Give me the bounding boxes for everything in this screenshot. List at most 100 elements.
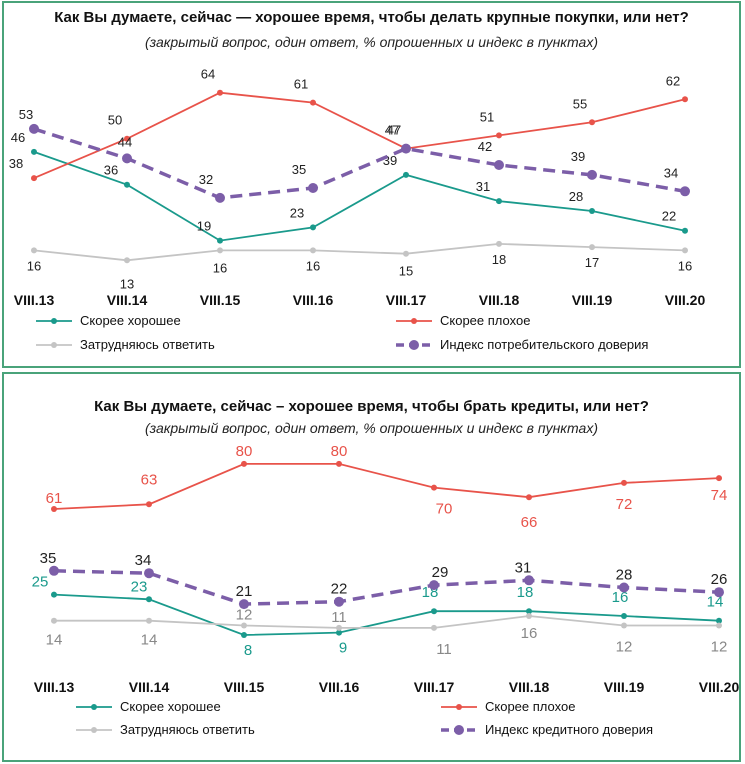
data-label: 16 bbox=[521, 625, 538, 642]
data-label: 66 bbox=[521, 514, 538, 531]
data-point-затрудняюсь-ответить bbox=[31, 247, 37, 254]
legend-marker bbox=[51, 342, 57, 348]
data-label: 14 bbox=[707, 594, 724, 611]
data-label: 28 bbox=[616, 567, 633, 584]
data-label: 39 bbox=[383, 153, 397, 168]
x-tick-label: VIII.17 bbox=[414, 679, 455, 695]
data-label: 50 bbox=[108, 113, 122, 128]
legend-marker bbox=[91, 727, 97, 733]
data-label: 62 bbox=[666, 73, 680, 88]
data-label: 64 bbox=[201, 67, 215, 82]
legend-marker bbox=[51, 318, 57, 324]
data-point-скорее-плохое bbox=[589, 119, 595, 126]
x-tick-label: VIII.13 bbox=[14, 292, 55, 308]
data-label: 14 bbox=[141, 632, 158, 649]
data-label: 44 bbox=[118, 134, 132, 149]
data-point-скорее-плохое bbox=[496, 132, 502, 139]
data-point-скорее-хорошее bbox=[621, 613, 627, 619]
data-point-затрудняюсь-ответить bbox=[716, 622, 722, 629]
data-point-скорее-хорошее bbox=[716, 617, 722, 624]
data-point-затрудняюсь-ответить bbox=[431, 624, 437, 631]
data-point-индекс-потребительского-доверия bbox=[215, 192, 225, 203]
data-label: 18 bbox=[517, 584, 534, 601]
x-tick-label: VIII.20 bbox=[699, 679, 740, 695]
data-label: 8 bbox=[244, 642, 252, 659]
legend-label: Индекс потребительского доверия bbox=[440, 337, 648, 352]
data-point-скорее-плохое bbox=[621, 479, 627, 486]
data-label: 26 bbox=[711, 571, 728, 588]
data-label: 12 bbox=[616, 639, 633, 656]
series-line-скорее-хорошее bbox=[33, 151, 686, 242]
data-label: 80 bbox=[331, 443, 348, 460]
data-point-затрудняюсь-ответить bbox=[241, 622, 247, 629]
data-label: 61 bbox=[294, 77, 308, 92]
data-point-скорее-плохое bbox=[716, 475, 722, 482]
data-label: 63 bbox=[141, 471, 158, 488]
data-label: 35 bbox=[40, 550, 57, 567]
data-label: 16 bbox=[612, 589, 629, 606]
data-point-скорее-хорошее bbox=[336, 629, 342, 636]
data-label: 16 bbox=[678, 258, 692, 273]
chart-title: Как Вы думаете, сейчас — хорошее время, … bbox=[54, 9, 689, 26]
data-label: 53 bbox=[19, 107, 33, 122]
data-point-затрудняюсь-ответить bbox=[146, 617, 152, 624]
legend-label: Индекс кредитного доверия bbox=[485, 722, 653, 737]
data-point-индекс-кредитного-доверия bbox=[714, 587, 724, 598]
data-point-скорее-плохое bbox=[124, 135, 130, 142]
data-label: 36 bbox=[104, 163, 118, 178]
data-label: 14 bbox=[46, 632, 63, 649]
x-tick-label: VIII.19 bbox=[572, 292, 613, 308]
data-label: 16 bbox=[27, 258, 41, 273]
data-label: 35 bbox=[292, 162, 306, 177]
data-point-индекс-кредитного-доверия bbox=[524, 575, 534, 586]
data-point-индекс-кредитного-доверия bbox=[429, 580, 439, 591]
x-tick-label: VIII.20 bbox=[665, 292, 706, 308]
data-point-скорее-хорошее bbox=[146, 596, 152, 603]
data-label: 28 bbox=[569, 189, 583, 204]
data-label: 29 bbox=[432, 564, 449, 581]
data-point-затрудняюсь-ответить bbox=[526, 613, 532, 619]
data-point-скорее-плохое bbox=[682, 96, 688, 103]
x-tick-label: VIII.16 bbox=[319, 679, 360, 695]
chart-title: Как Вы думаете, сейчас – хорошее время, … bbox=[94, 398, 649, 415]
data-point-индекс-кредитного-доверия bbox=[144, 568, 154, 579]
series-line-скорее-хорошее bbox=[53, 593, 720, 636]
series-line-затрудняюсь-ответить bbox=[54, 615, 719, 629]
legend-label: Затрудняюсь ответить bbox=[80, 337, 215, 352]
data-point-скорее-плохое bbox=[431, 484, 437, 491]
legend-label: Скорее плохое bbox=[440, 313, 530, 328]
data-point-индекс-кредитного-доверия bbox=[239, 599, 249, 610]
data-label: 12 bbox=[711, 639, 728, 656]
data-point-индекс-потребительского-доверия bbox=[680, 186, 690, 197]
data-label: 34 bbox=[664, 165, 678, 180]
legend-label: Затрудняюсь ответить bbox=[120, 722, 255, 737]
data-point-затрудняюсь-ответить bbox=[51, 617, 57, 624]
data-point-скорее-хорошее bbox=[496, 198, 502, 205]
data-point-затрудняюсь-ответить bbox=[403, 250, 409, 257]
data-label: 34 bbox=[135, 552, 152, 569]
x-tick-label: VIII.18 bbox=[479, 292, 520, 308]
data-point-скорее-хорошее bbox=[526, 608, 532, 615]
data-point-затрудняюсь-ответить bbox=[124, 257, 130, 264]
line-chart-purchases: 46 36 19 23 39 31 28 22 38 50 64 61 47 51 55 62 16 13 16 16… bbox=[9, 67, 706, 352]
data-point-скорее-плохое bbox=[217, 89, 223, 96]
legend-label: Скорее плохое bbox=[485, 699, 575, 714]
data-label: 9 bbox=[339, 640, 347, 657]
series-line-затрудняюсь-ответить bbox=[33, 242, 686, 262]
data-label: 47 bbox=[385, 123, 399, 138]
data-label: 51 bbox=[480, 109, 494, 124]
data-point-индекс-потребительского-доверия bbox=[122, 153, 132, 164]
data-label: 22 bbox=[662, 209, 676, 224]
data-label: 74 bbox=[711, 487, 728, 504]
data-point-скорее-плохое bbox=[146, 501, 152, 508]
data-point-затрудняюсь-ответить bbox=[336, 624, 342, 631]
x-tick-label: VIII.14 bbox=[107, 292, 148, 308]
x-tick-label: VIII.18 bbox=[509, 679, 550, 695]
series-line-скорее-плохое bbox=[33, 91, 686, 179]
data-point-индекс-потребительского-доверия bbox=[29, 123, 39, 134]
series-line-скорее-плохое bbox=[53, 463, 720, 510]
data-point-индекс-кредитного-доверия bbox=[619, 582, 629, 593]
data-label: 21 bbox=[236, 583, 253, 600]
data-label: 16 bbox=[213, 260, 227, 275]
